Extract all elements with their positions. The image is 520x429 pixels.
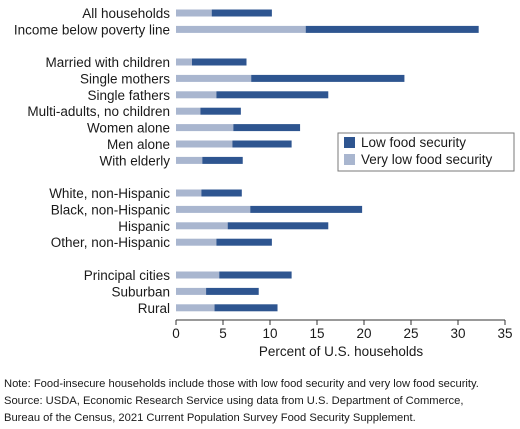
x-axis-title: Percent of U.S. households: [259, 344, 424, 359]
bar-low-7: [232, 140, 292, 148]
category-label: Married with children: [45, 55, 170, 70]
bar-low-3: [251, 74, 405, 82]
bar-very-low-7: [176, 140, 233, 148]
x-tick-label: 5: [219, 326, 227, 341]
category-label: Other, non-Hispanic: [51, 235, 171, 250]
category-label: Suburban: [111, 284, 170, 299]
category-label: Multi-adults, no children: [27, 104, 170, 119]
x-tick-label: 0: [172, 326, 180, 341]
category-label: Women alone: [87, 121, 170, 136]
category-label: Single fathers: [87, 88, 170, 103]
category-label: With elderly: [99, 153, 170, 168]
category-label: Rural: [138, 301, 170, 316]
bar-low-5: [200, 107, 241, 115]
bar-very-low-15: [176, 304, 215, 312]
x-tick-label: 25: [403, 326, 418, 341]
category-label: Single mothers: [80, 71, 170, 86]
legend: Low food security Very low food security: [337, 132, 515, 172]
bar-low-11: [227, 222, 329, 230]
bar-low-8: [202, 156, 243, 164]
x-tick-label: 20: [356, 326, 371, 341]
legend-label: Low food security: [361, 135, 466, 150]
legend-label: Very low food security: [361, 152, 493, 167]
category-label: All households: [82, 6, 170, 21]
legend-swatch: [344, 137, 355, 148]
bar-low-14: [206, 287, 259, 295]
bar-low-9: [201, 189, 242, 197]
bar-low-2: [191, 58, 247, 66]
bar-very-low-14: [176, 287, 207, 295]
category-label: Men alone: [107, 137, 170, 152]
bar-low-10: [250, 205, 363, 213]
bar-very-low-8: [176, 156, 203, 164]
category-label: Hispanic: [118, 219, 170, 234]
category-label: Income below poverty line: [14, 22, 170, 37]
bar-low-4: [216, 91, 329, 99]
bar-low-13: [219, 271, 292, 279]
x-tick-label: 10: [262, 326, 277, 341]
bar-very-low-2: [176, 58, 192, 66]
bar-low-0: [211, 9, 272, 17]
bar-low-15: [214, 304, 278, 312]
bars-group: [176, 9, 479, 312]
bar-very-low-12: [176, 238, 217, 246]
category-label: Black, non-Hispanic: [51, 202, 171, 217]
bar-very-low-9: [176, 189, 202, 197]
bar-very-low-11: [176, 222, 228, 230]
x-tick-label: 35: [497, 326, 512, 341]
source-text-line-1: Source: USDA, Economic Research Service …: [4, 395, 464, 407]
bar-very-low-6: [176, 124, 234, 132]
legend-swatch: [344, 154, 355, 165]
bar-very-low-1: [176, 25, 306, 33]
bar-low-12: [216, 238, 272, 246]
category-label: Principal cities: [84, 268, 171, 283]
x-axis-ticks-group: 0 5 10 15 20 25 30 35: [172, 320, 513, 341]
x-tick-label: 15: [309, 326, 324, 341]
bar-very-low-0: [176, 9, 212, 17]
bar-very-low-4: [176, 91, 217, 99]
legend-box: [337, 132, 515, 172]
source-text-line-2: Bureau of the Census, 2021 Current Popul…: [4, 412, 416, 424]
bar-very-low-3: [176, 74, 252, 82]
bar-low-6: [233, 124, 301, 132]
x-tick-label: 30: [450, 326, 465, 341]
bar-low-1: [305, 25, 479, 33]
note-text: Note: Food-insecure households include t…: [4, 378, 479, 390]
category-label: White, non-Hispanic: [49, 186, 170, 201]
bar-very-low-10: [176, 205, 251, 213]
bar-very-low-13: [176, 271, 220, 279]
bar-very-low-5: [176, 107, 201, 115]
